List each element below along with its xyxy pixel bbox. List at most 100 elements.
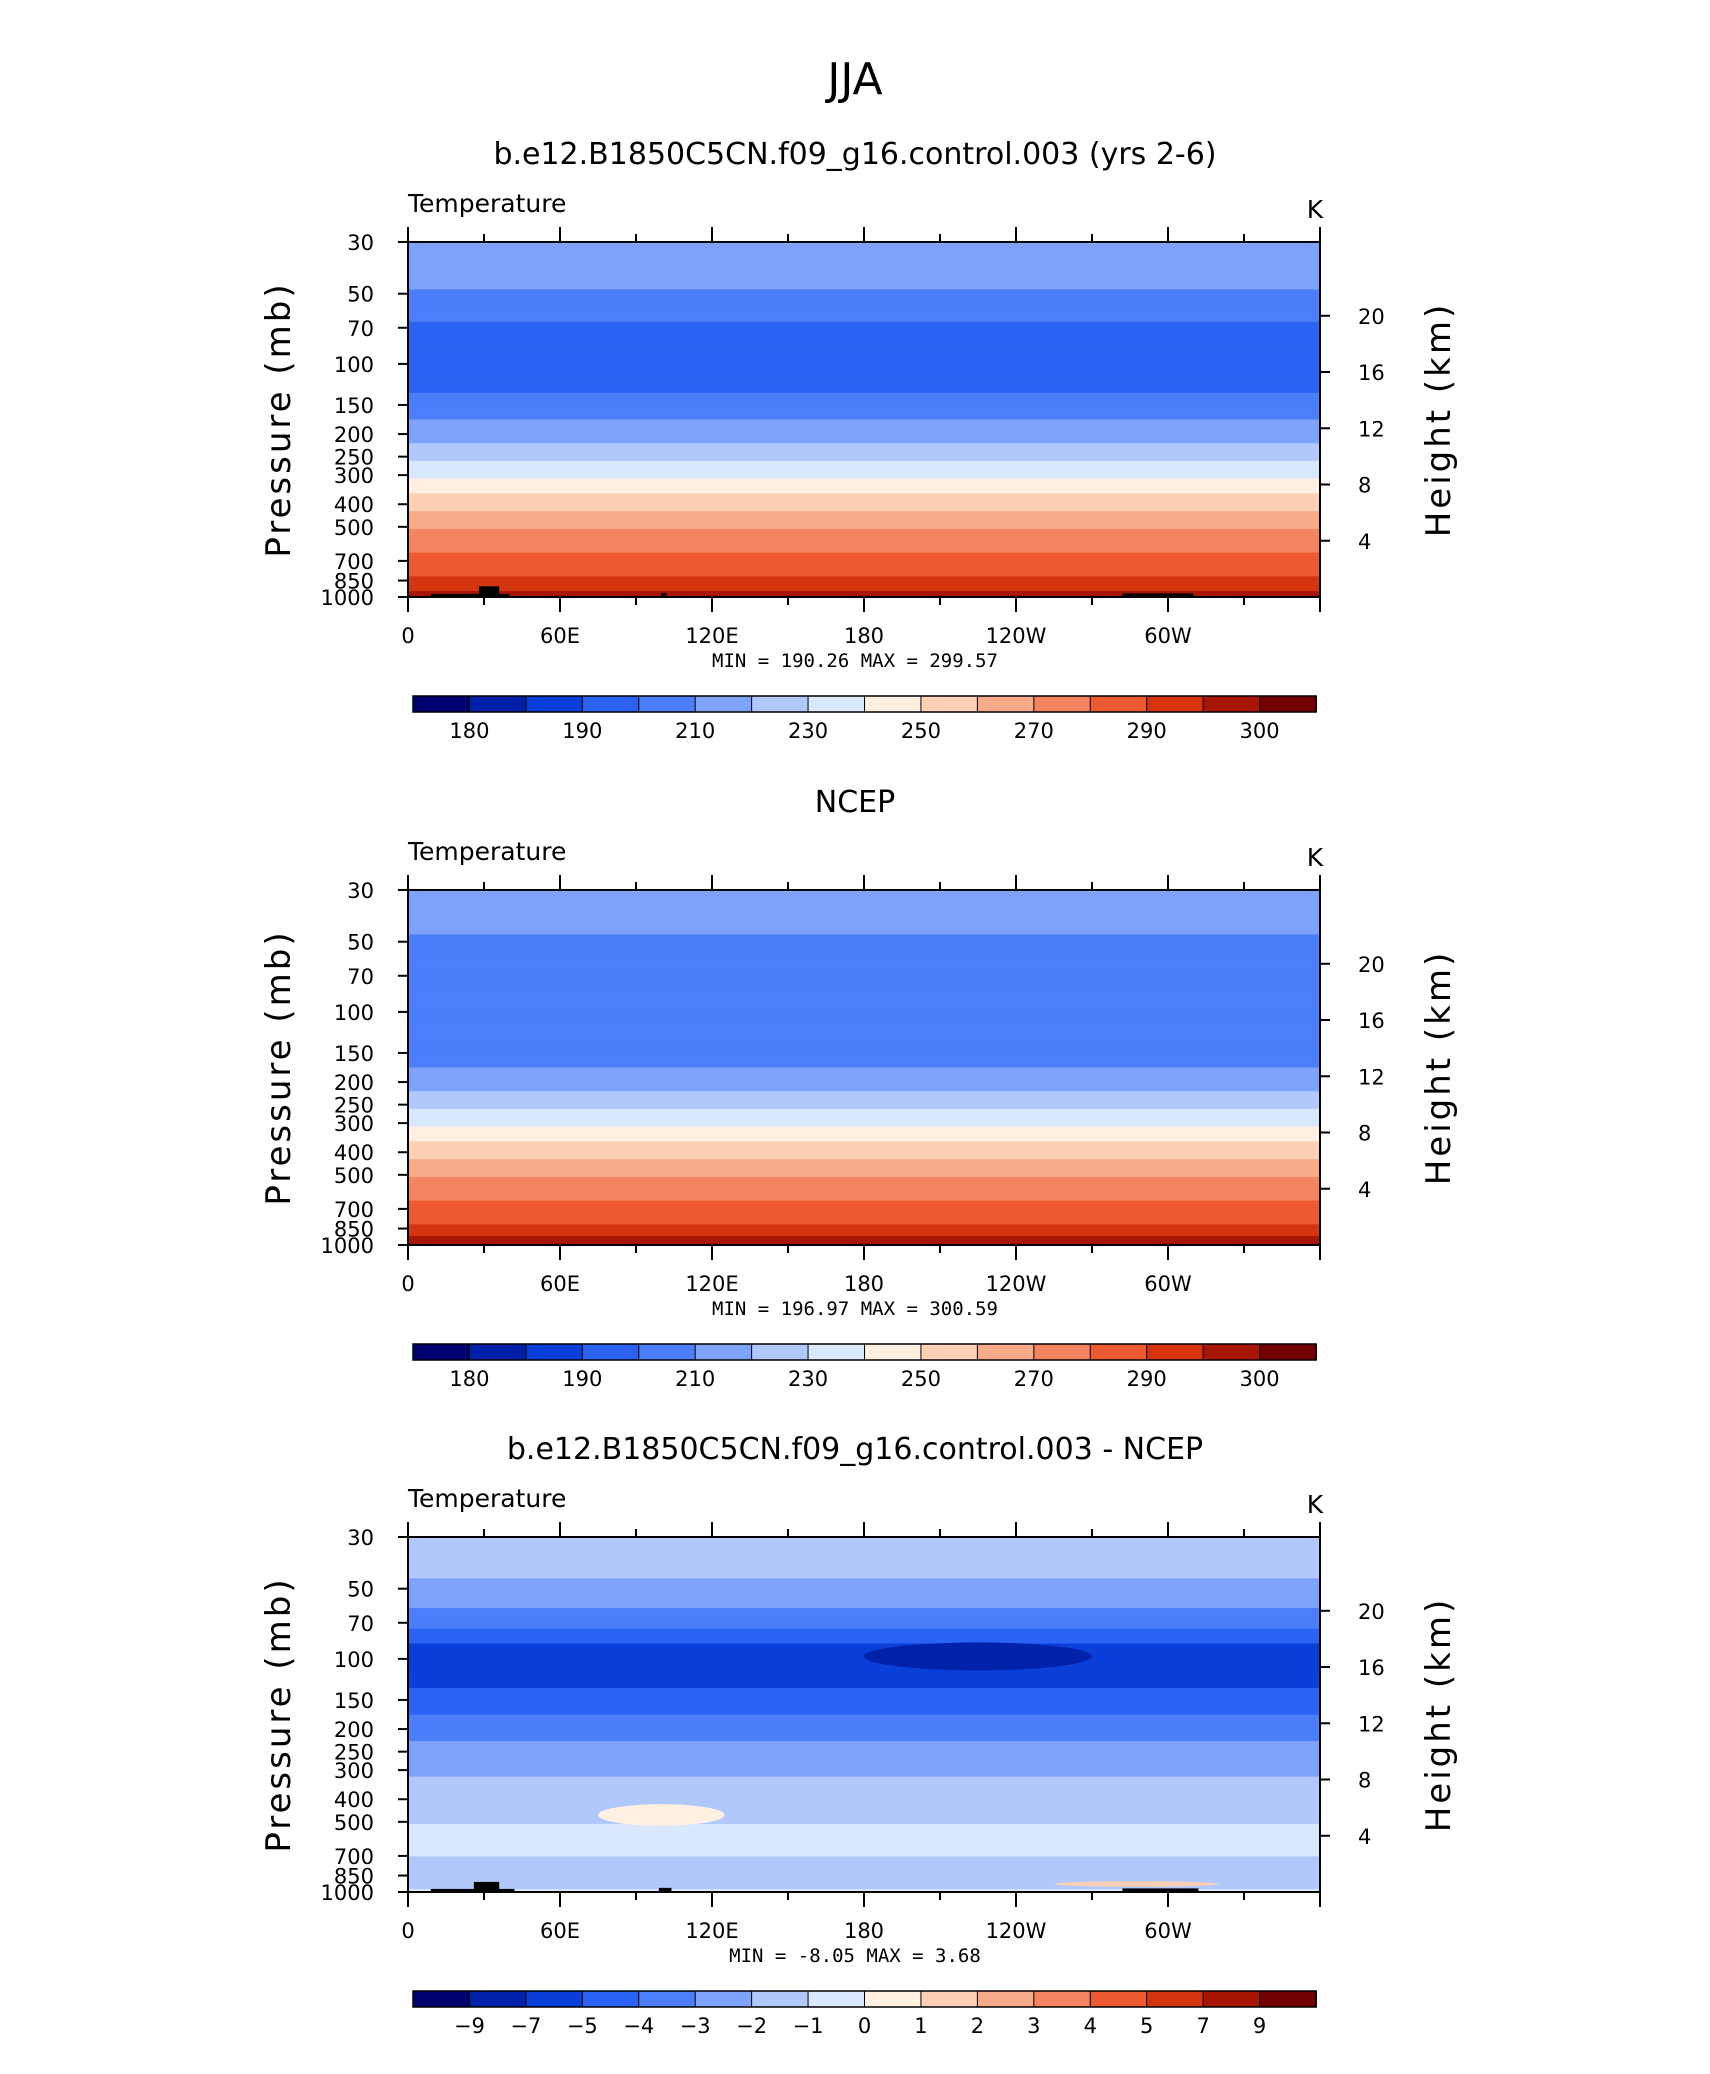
contour-band (408, 1889, 1320, 1892)
contour-band (408, 1162, 1320, 1166)
y-tick-label: 30 (347, 231, 374, 255)
contour-band (408, 1554, 1320, 1559)
contour-band (408, 327, 1320, 332)
contour-band (408, 1874, 1320, 1878)
contour-band (408, 966, 1320, 971)
contour-band (408, 274, 1320, 279)
contour-band (408, 1185, 1320, 1190)
contour-band (408, 1770, 1320, 1775)
contour-band (408, 1747, 1320, 1751)
contour-band (408, 907, 1320, 912)
land-mask (658, 1887, 672, 1892)
contour-band (408, 1850, 1320, 1855)
contour-band (408, 1652, 1320, 1656)
contour-band (408, 594, 1320, 597)
contour-band (408, 256, 1320, 261)
colorbar-box (525, 1343, 584, 1361)
colorbar-frame (412, 695, 1317, 713)
contour-band (408, 1017, 1320, 1021)
contour-band (408, 336, 1320, 341)
contour-band (408, 1032, 1320, 1036)
contour-band (408, 1871, 1320, 1875)
contour-band (408, 1610, 1320, 1615)
contour-feature (598, 1804, 725, 1826)
colorbar-box (1089, 1990, 1148, 2008)
contour-band (408, 1696, 1320, 1701)
contour-band (408, 1150, 1320, 1154)
variable-label: Temperature (407, 1484, 566, 1513)
y-tick-label: 150 (334, 1042, 374, 1066)
contour-band (408, 242, 1320, 246)
contour-band (408, 1767, 1320, 1772)
contour-band (408, 1206, 1320, 1211)
contour-band (408, 1673, 1320, 1677)
y2-tick-label: 20 (1358, 953, 1385, 977)
colorbar-box (1202, 1343, 1261, 1361)
contour-band (408, 913, 1320, 918)
contour-band (408, 1818, 1320, 1822)
colorbar-box (976, 1990, 1035, 2008)
contour-band (408, 1590, 1320, 1594)
contour-band (408, 1785, 1320, 1790)
y2-tick-label: 8 (1358, 1122, 1371, 1146)
contour-band (408, 558, 1320, 563)
contour-band (408, 410, 1320, 415)
colorbar-label: 300 (1240, 719, 1280, 743)
contour-band (408, 1664, 1320, 1668)
contour-band (408, 271, 1320, 276)
colorbar-box (976, 695, 1035, 713)
contour-band (408, 1797, 1320, 1801)
y-tick-label: 850 (334, 1218, 374, 1242)
contour-band (408, 449, 1320, 453)
contour-band (408, 295, 1320, 299)
colorbar-box (1259, 1343, 1317, 1361)
contour-band (408, 1744, 1320, 1748)
y2-tick-label: 4 (1358, 530, 1371, 554)
y-tick-label: 70 (347, 1612, 374, 1636)
contour-band (408, 1129, 1320, 1134)
contour-band (408, 1088, 1320, 1092)
contour-band (408, 360, 1320, 364)
y-tick-label: 700 (334, 550, 374, 574)
contour-band (408, 591, 1320, 595)
contour-band (408, 1619, 1320, 1624)
colorbar-box (694, 695, 753, 713)
contour-band (408, 1838, 1320, 1843)
contour-band (408, 999, 1320, 1004)
contour-band (408, 520, 1320, 524)
y-tick-label: 1000 (321, 1881, 374, 1905)
y2-tick-label: 16 (1358, 361, 1385, 385)
contour-band (408, 1082, 1320, 1086)
contour-band (408, 1699, 1320, 1704)
contour-band (408, 1539, 1320, 1544)
colorbar-label: 210 (675, 1367, 715, 1391)
x-tick-label: 0 (401, 624, 414, 648)
colorbar-label: 3 (1027, 2014, 1040, 2038)
contour-band (408, 1886, 1320, 1890)
main-title: JJA (824, 54, 882, 105)
contour-band (408, 1188, 1320, 1193)
contour-band (408, 1236, 1320, 1240)
contour-band (408, 1883, 1320, 1887)
contour-band (408, 493, 1320, 498)
land-mask (478, 586, 500, 597)
y2-tick-label: 16 (1358, 1656, 1385, 1680)
colorbar-box (1033, 1343, 1092, 1361)
contour-band (408, 392, 1320, 397)
contour-band (408, 475, 1320, 480)
contour-band (408, 324, 1320, 329)
colorbar-label: −9 (454, 2014, 485, 2038)
contour-band (408, 481, 1320, 486)
contour-band (408, 280, 1320, 285)
contour-band (408, 1862, 1320, 1866)
contour-band (408, 1708, 1320, 1713)
contour-band (408, 916, 1320, 921)
contour-feature (864, 1642, 1092, 1671)
contour-band (408, 1020, 1320, 1024)
colorbar-box (1146, 1990, 1205, 2008)
contour-band (408, 1141, 1320, 1146)
contour-band (408, 404, 1320, 409)
colorbar-box (920, 695, 979, 713)
contour-band (408, 1221, 1320, 1225)
